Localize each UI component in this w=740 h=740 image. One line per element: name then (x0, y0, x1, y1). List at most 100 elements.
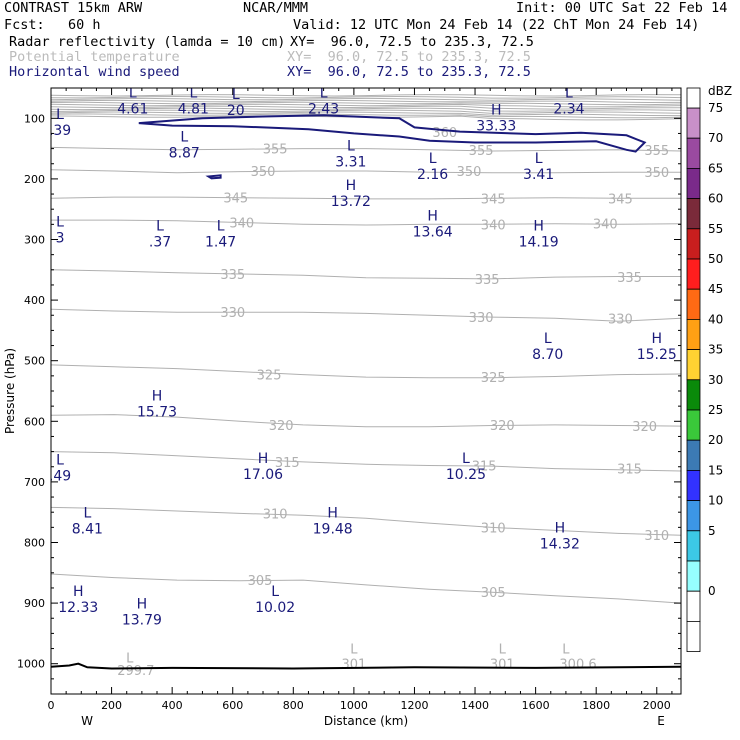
x-tick-label: 1600 (522, 699, 550, 712)
colorbar-swatch (686, 500, 701, 532)
wind-extremum-value: 13.72 (331, 194, 371, 210)
surface-pressure-line (51, 662, 681, 670)
colorbar-label: 40 (708, 312, 723, 326)
colorbar-label: 0 (708, 584, 716, 598)
wind-extremum-marker: H (533, 219, 544, 235)
colorbar-swatch (686, 621, 701, 653)
field-xy-wind: XY= 96.0, 72.5 to 235.3, 72.5 (287, 64, 531, 80)
wind-extremum-value: .39 (49, 123, 71, 139)
theta-label: 301 (490, 658, 515, 673)
wind-extremum-value: 20 (227, 103, 245, 119)
colorbar-label: 55 (708, 222, 723, 236)
theta-label: 350 (251, 165, 276, 180)
x-tick-label: 1200 (400, 699, 428, 712)
theta-label: 325 (257, 369, 282, 384)
wind-extremum-value: 3.31 (335, 155, 366, 171)
x-tick-label: 2000 (643, 699, 671, 712)
x-tick-label: 0 (48, 699, 55, 712)
colorbar-swatch (686, 439, 701, 471)
colorbar-label: 15 (708, 463, 723, 477)
wind-extremum-marker: H (73, 584, 84, 600)
wind-extremum-value: 19.48 (313, 521, 353, 537)
theta-label: 330 (469, 311, 494, 326)
wind-extremum-value: 3.41 (523, 167, 554, 183)
theta-contour-305 (51, 573, 681, 604)
x-tick-label: 600 (222, 699, 243, 712)
field-xy-reflectivity: XY= 96.0, 72.5 to 235.3, 72.5 (290, 34, 534, 50)
theta-contour-340 (51, 219, 681, 226)
stratosphere-isentrope (51, 97, 681, 101)
colorbar-label: 35 (708, 343, 723, 357)
wind-extremum-value: 4.61 (117, 101, 148, 117)
wind-extremum-marker: H (137, 596, 148, 612)
stratosphere-isentrope (51, 103, 681, 108)
colorbar-label: 65 (708, 161, 723, 175)
wind-contour-small (205, 174, 222, 180)
y-tick-label: 300 (24, 234, 45, 247)
wind-extremum-marker: L (83, 505, 91, 521)
theta-label: 345 (223, 192, 248, 207)
colorbar-swatch (686, 590, 701, 622)
theta-label: 320 (269, 419, 294, 434)
colorbar-label: 70 (708, 131, 723, 145)
forecast-label: Fcst: (4, 17, 45, 33)
theta-label: 315 (275, 456, 300, 471)
x-tick-label: 800 (283, 699, 304, 712)
theta-contour-310 (51, 506, 681, 536)
colorbar-swatch (686, 469, 701, 501)
theta-label: L (350, 643, 358, 658)
wind-extremum-value: 4.81 (178, 101, 209, 117)
theta-label: 345 (608, 192, 633, 207)
stratosphere-isentrope (51, 101, 681, 106)
stratosphere-isentrope (51, 113, 681, 119)
wind-extremum-marker: H (652, 331, 663, 347)
stratosphere-isentrope (51, 99, 681, 104)
theta-contour-320 (51, 414, 681, 428)
theta-label: 355 (263, 143, 288, 158)
stratosphere-isentrope (51, 111, 681, 117)
wind-extremum-marker: L (565, 85, 573, 101)
wind-extremum-marker: L (129, 85, 137, 101)
wind-extremum-marker: H (258, 451, 269, 467)
x-tick-label: 1400 (461, 699, 489, 712)
colorbar-label: 5 (708, 524, 716, 538)
theta-contour-315 (51, 451, 681, 472)
wind-extremum-marker: H (152, 388, 163, 404)
theta-label: 315 (472, 460, 497, 475)
colorbar-label: 30 (708, 373, 723, 387)
theta-label: 325 (481, 371, 506, 386)
x-tick-label: 400 (162, 699, 183, 712)
wind-extremum-marker: L (56, 214, 64, 230)
theta-label: 310 (481, 521, 506, 536)
theta-label: L (499, 643, 507, 658)
theta-label: L (562, 643, 570, 658)
stratosphere-isentrope (51, 94, 681, 97)
x-tick-label: 200 (101, 699, 122, 712)
theta-label: 305 (248, 574, 273, 589)
theta-contour-335 (51, 269, 681, 280)
valid-time: Valid: 12 UTC Mon 24 Feb 14 (22 ChT Mon … (293, 17, 700, 33)
theta-label: 301 (341, 658, 366, 673)
wind-extremum-marker: H (327, 505, 338, 521)
theta-contour-325 (51, 364, 681, 379)
colorbar-swatch (686, 318, 701, 350)
x-end-west: W (81, 714, 93, 728)
field-name-reflectivity: Radar reflectivity (lamda = 10 cm) (9, 34, 286, 50)
theta-label: 335 (220, 268, 245, 283)
y-tick-label: 500 (24, 355, 45, 368)
wind-extremum-value: 14.19 (519, 235, 559, 251)
forecast-hours: 60 h (68, 17, 101, 33)
stratosphere-isentrope (51, 105, 681, 110)
colorbar-swatch (686, 288, 701, 320)
y-tick-label: 1000 (17, 658, 45, 671)
y-tick-label: 200 (24, 173, 45, 186)
wind-extremum-value: 2.16 (417, 167, 448, 183)
wind-extremum-value: 8.87 (169, 146, 200, 162)
theta-label: 345 (481, 192, 506, 207)
y-tick-label: 400 (24, 294, 45, 307)
wind-extremum-marker: H (346, 178, 357, 194)
field-xy-theta: XY= 96.0, 72.5 to 235.3, 72.5 (287, 49, 531, 65)
colorbar-label: 50 (708, 252, 723, 266)
theta-label: 320 (632, 420, 657, 435)
colorbar-label: 25 (708, 403, 723, 417)
